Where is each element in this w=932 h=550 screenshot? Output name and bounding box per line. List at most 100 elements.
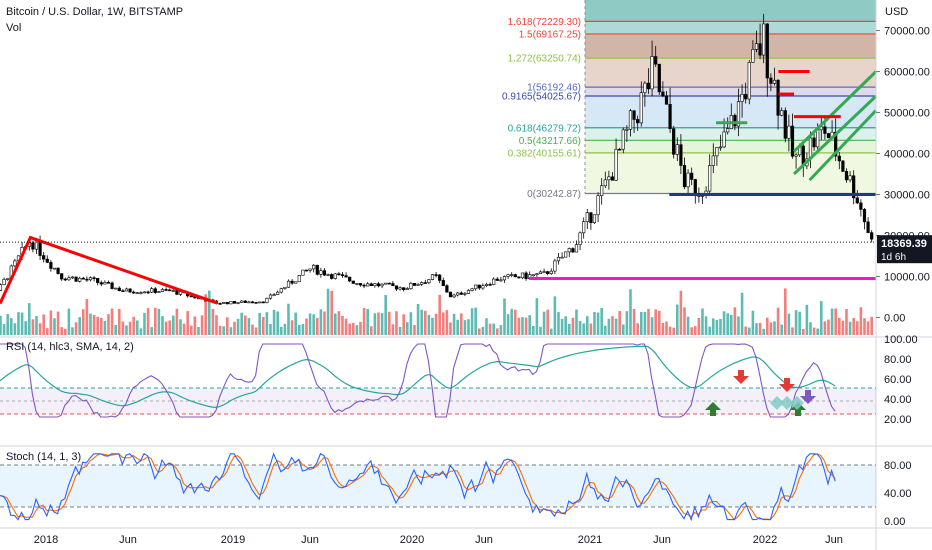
- candle-body: [2, 279, 6, 286]
- volume-bar: [341, 315, 344, 335]
- candle-body: [765, 23, 769, 79]
- volume-bar: [164, 321, 168, 335]
- channel-line[interactable]: [808, 109, 878, 182]
- time-tick-label: 2019: [221, 534, 245, 546]
- candle-body: [560, 256, 564, 259]
- volume-bar: [647, 309, 650, 335]
- rsi-sell-arrow[interactable]: [800, 390, 816, 404]
- candle-body: [715, 147, 719, 157]
- candle-body: [794, 154, 798, 157]
- rsi-sell-arrow[interactable]: [779, 378, 795, 392]
- volume-bar: [204, 294, 207, 335]
- candle-body: [279, 288, 283, 293]
- volume-bar: [769, 322, 773, 335]
- volume-bar: [215, 315, 218, 335]
- candle-body: [286, 280, 291, 288]
- volume-bar: [693, 326, 697, 335]
- drawings[interactable]: [0, 70, 878, 305]
- volume-bar: [668, 326, 672, 335]
- candle-body: [592, 214, 597, 224]
- candle-body: [160, 289, 165, 292]
- candle-body: [650, 56, 654, 90]
- volume-bar: [510, 308, 513, 335]
- volume-bar: [585, 316, 589, 335]
- volume-bar: [121, 321, 125, 335]
- volume-bar: [632, 308, 636, 335]
- candle-body: [373, 283, 377, 287]
- volume-bar: [225, 317, 229, 335]
- candle-body: [679, 144, 683, 166]
- candle-body: [610, 176, 615, 181]
- volume-bar: [492, 323, 495, 335]
- candle-body: [535, 273, 539, 275]
- volume-bar: [107, 314, 110, 335]
- volume-bar: [870, 316, 873, 335]
- trend-triangle[interactable]: [0, 235, 218, 305]
- candle-body: [614, 148, 618, 181]
- candle-body: [387, 282, 391, 285]
- volume-bar: [600, 307, 603, 335]
- volume-bar: [780, 324, 783, 335]
- candle-body: [582, 221, 586, 234]
- candle-body: [355, 283, 359, 285]
- candle-body: [772, 79, 777, 84]
- candle-body: [722, 131, 726, 148]
- candle-body: [636, 119, 640, 124]
- candle-body: [855, 197, 859, 204]
- volume-bar: [463, 320, 467, 335]
- candle-body: [308, 268, 312, 271]
- time-axis[interactable]: 2018 Jun 2019 Jun 2020 Jun 2021 Jun 2022 Jun: [34, 534, 843, 546]
- volume-bar: [567, 323, 571, 335]
- rsi-sell-arrow[interactable]: [733, 370, 749, 384]
- candle-body: [812, 137, 816, 148]
- candle-body: [754, 43, 759, 50]
- volume-bar: [812, 327, 816, 335]
- volume-bar: [265, 312, 269, 335]
- volume-bar: [128, 321, 132, 335]
- stoch-band: [0, 465, 876, 507]
- candle-body: [506, 274, 510, 277]
- volume-bar: [845, 309, 848, 335]
- candle-body: [488, 284, 492, 286]
- rsi-ma-line: [0, 345, 836, 409]
- candle-body: [466, 290, 471, 294]
- rsi-buy-arrow[interactable]: [705, 402, 721, 416]
- channel-line[interactable]: [792, 95, 878, 176]
- candle-body: [261, 301, 265, 304]
- candle-body: [358, 283, 363, 286]
- last-price-value: 18369.39: [881, 238, 927, 250]
- fibonacci-retracement[interactable]: 1.618(72229.30)1.5(69167.25) 1.272(63250.…: [502, 0, 876, 200]
- volume-bar: [63, 328, 67, 335]
- volume-bar: [351, 322, 355, 335]
- volume-bar: [405, 322, 409, 335]
- volume-bar: [45, 328, 49, 335]
- candle-body: [574, 244, 579, 253]
- rsi-panel[interactable]: [0, 343, 876, 418]
- volume-bar: [193, 316, 197, 335]
- candle-body: [110, 282, 114, 289]
- volume-bar: [168, 320, 171, 335]
- stoch-panel[interactable]: [0, 452, 876, 522]
- candle-body: [546, 271, 550, 275]
- time-tick-label: Jun: [825, 534, 843, 546]
- fib-level-label: 0.618(46279.72): [508, 123, 581, 134]
- fib-zone: [585, 127, 876, 141]
- volume-bar: [427, 314, 431, 335]
- volume-bar: [229, 327, 233, 335]
- candle-body: [834, 131, 838, 157]
- price-tick-label: 70000.00: [884, 26, 930, 38]
- volume-bar: [35, 316, 38, 335]
- candle-body: [420, 282, 424, 285]
- volume-bar: [564, 316, 567, 335]
- last-price-countdown: 1d 6h: [881, 252, 906, 263]
- volume-bar: [153, 307, 157, 335]
- candle-body: [362, 284, 366, 287]
- volume-bar: [27, 303, 31, 335]
- volume-bar: [603, 325, 607, 335]
- candle-body: [762, 23, 766, 56]
- candle-body: [189, 295, 193, 298]
- candle-body: [758, 43, 762, 56]
- channel-line[interactable]: [792, 70, 878, 153]
- candle-body: [394, 285, 399, 290]
